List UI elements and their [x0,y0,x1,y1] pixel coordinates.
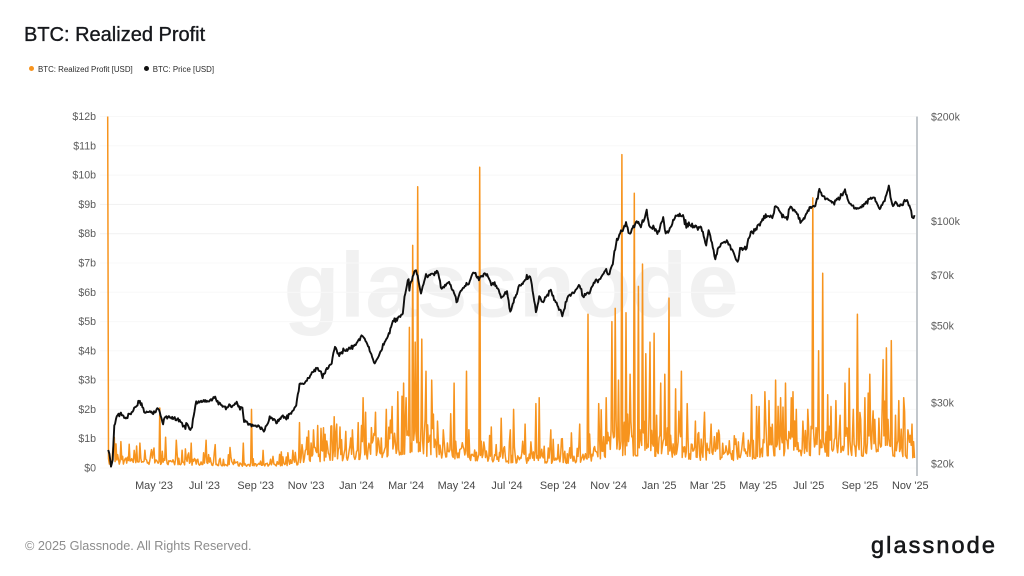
svg-text:Nov '25: Nov '25 [892,480,929,492]
svg-text:Sep '25: Sep '25 [842,480,879,492]
svg-text:$9b: $9b [78,199,96,211]
svg-text:$3b: $3b [78,375,96,387]
svg-text:Jan '25: Jan '25 [642,480,677,492]
svg-text:May '24: May '24 [438,480,476,492]
svg-text:$200k: $200k [931,112,961,124]
svg-text:$30k: $30k [931,397,955,409]
svg-text:$100k: $100k [931,216,961,228]
svg-text:Nov '23: Nov '23 [288,480,325,492]
svg-text:$20k: $20k [931,459,955,471]
svg-text:May '23: May '23 [135,480,173,492]
svg-text:Jan '24: Jan '24 [339,480,374,492]
svg-text:$70k: $70k [931,270,955,282]
svg-text:$1b: $1b [78,433,96,445]
svg-text:Sep '23: Sep '23 [237,480,274,492]
svg-text:Sep '24: Sep '24 [540,480,577,492]
svg-text:$6b: $6b [78,287,96,299]
svg-text:Jul '25: Jul '25 [793,480,824,492]
svg-text:$2b: $2b [78,404,96,416]
svg-text:May '25: May '25 [739,480,777,492]
svg-text:$10b: $10b [72,170,96,182]
svg-text:$12b: $12b [72,111,96,123]
svg-text:$8b: $8b [78,228,96,240]
svg-text:Mar '25: Mar '25 [690,480,726,492]
svg-text:$7b: $7b [78,258,96,270]
svg-text:Jul '24: Jul '24 [491,480,522,492]
svg-text:Nov '24: Nov '24 [590,480,627,492]
svg-text:$11b: $11b [73,140,96,152]
svg-text:$0: $0 [84,463,96,475]
svg-text:$4b: $4b [78,345,96,357]
svg-text:$50k: $50k [931,321,955,333]
svg-text:Jul '23: Jul '23 [189,480,220,492]
svg-text:$5b: $5b [78,316,96,328]
svg-text:Mar '24: Mar '24 [388,480,424,492]
